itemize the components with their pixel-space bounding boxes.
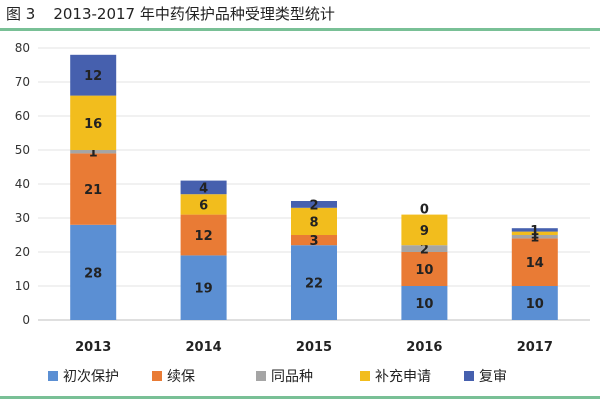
data-label: 6 [199, 198, 208, 213]
data-label: 3 [309, 234, 318, 249]
bar-segment [70, 150, 117, 154]
legend-label: 续保 [167, 368, 195, 385]
y-tick-label: 80 [15, 41, 30, 55]
legend-label: 复审 [479, 368, 507, 385]
data-label: 12 [195, 229, 213, 244]
data-label: 10 [526, 297, 544, 312]
data-label: 22 [305, 277, 323, 292]
y-tick-label: 10 [15, 279, 30, 293]
legend-swatch [48, 371, 58, 381]
bar-segment [291, 235, 337, 246]
bar-segment [401, 214, 448, 246]
y-tick-label: 60 [15, 109, 30, 123]
data-label: 1 [89, 146, 98, 161]
data-label: 10 [415, 263, 433, 278]
legend-swatch [464, 371, 474, 381]
legend-swatch [360, 371, 370, 381]
bar-segment [511, 231, 558, 235]
bar-segment [401, 286, 448, 320]
legend-swatch [256, 371, 266, 381]
y-tick-label: 70 [15, 75, 30, 89]
figure-title: 图 3 2013-2017 年中药保护品种受理类型统计 [6, 3, 335, 25]
data-label: 1 [530, 231, 539, 246]
y-tick-label: 20 [15, 245, 30, 259]
bar-segment [401, 245, 448, 252]
data-label: 14 [526, 256, 544, 271]
x-tick-label: 2017 [517, 340, 553, 355]
figure-number: 图 3 [6, 5, 36, 23]
bar-segment [291, 245, 337, 320]
legend-swatch [152, 371, 162, 381]
bar-segment [70, 95, 117, 150]
data-label: 1 [530, 224, 539, 239]
y-tick-label: 50 [15, 143, 30, 157]
data-label: 4 [199, 181, 208, 196]
bar-segment [291, 207, 337, 235]
x-tick-label: 2016 [406, 340, 442, 355]
data-label: 0 [420, 203, 429, 218]
bar-segment [511, 286, 558, 320]
legend-label: 同品种 [271, 369, 313, 385]
legend-label: 初次保护 [63, 368, 119, 385]
bar-segment [70, 224, 117, 320]
y-tick-label: 0 [22, 313, 30, 327]
bar-segment [180, 255, 227, 320]
data-label: 10 [415, 297, 433, 312]
x-tick-label: 2013 [75, 340, 111, 355]
y-tick-label: 30 [15, 211, 30, 225]
x-tick-label: 2014 [186, 340, 222, 355]
data-label: 9 [420, 224, 429, 239]
bar-segment [511, 238, 558, 286]
data-label: 21 [84, 183, 102, 198]
data-label: 8 [309, 215, 318, 230]
data-label: 16 [84, 117, 102, 132]
bar-segment [511, 235, 558, 239]
bar-segment [511, 228, 558, 232]
bar-segment [70, 54, 117, 96]
figure-title-text: 2013-2017 年中药保护品种受理类型统计 [53, 5, 335, 23]
bar-segment [180, 180, 227, 195]
bar-segment [401, 252, 448, 286]
data-label: 2 [309, 198, 318, 213]
bar-segment [180, 194, 227, 215]
x-tick-label: 2015 [296, 340, 332, 355]
data-label: 28 [84, 266, 102, 281]
data-label: 1 [530, 227, 539, 242]
bar-segment [70, 153, 117, 225]
bottom-rule [0, 396, 600, 399]
legend-label: 补充申请 [375, 369, 431, 385]
data-label: 2 [420, 243, 429, 258]
data-label: 12 [84, 69, 102, 84]
bar-segment [291, 201, 337, 208]
bar-segment [180, 214, 227, 256]
top-rule [0, 28, 600, 31]
data-label: 19 [195, 282, 213, 297]
y-tick-label: 40 [15, 177, 30, 191]
